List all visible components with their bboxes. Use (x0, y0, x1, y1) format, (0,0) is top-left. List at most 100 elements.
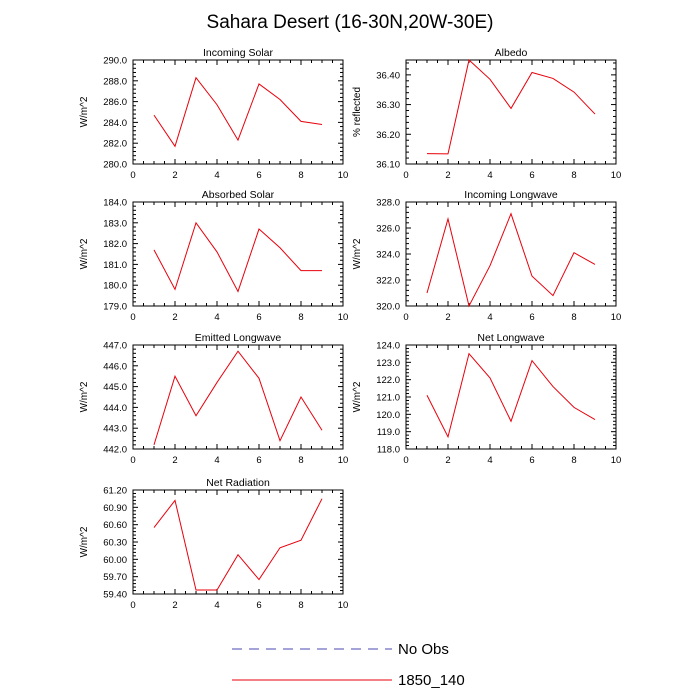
x-tick-label: 4 (214, 600, 219, 611)
y-axis-label: W/m^2 (79, 381, 90, 412)
y-tick-label: 182.0 (103, 239, 127, 250)
x-tick-label: 8 (571, 455, 576, 466)
y-tick-label: 320.0 (376, 302, 400, 313)
y-axis-label: % reflected (352, 87, 363, 137)
plot-frame (405, 344, 617, 450)
figure-title: Sahara Desert (16-30N,20W-30E) (207, 12, 494, 33)
y-tick-label: 179.0 (103, 302, 127, 313)
series-line (153, 350, 323, 445)
plot-frame (132, 59, 344, 165)
y-tick-label: 59.40 (103, 590, 127, 601)
panel-incoming-solar: Incoming Solar W/m^2 0 2 4 6 8 10 280.0 282.0 284.… (79, 47, 348, 181)
legend-label-no-obs: No Obs (398, 641, 449, 658)
x-tick-label: 6 (256, 170, 261, 181)
y-tick-label: 60.90 (103, 503, 127, 514)
series-line (426, 59, 596, 155)
x-tick-label: 10 (611, 170, 622, 181)
panel-title: Net Longwave (477, 332, 544, 344)
y-tick-label: 322.0 (376, 276, 400, 287)
x-tick-label: 8 (571, 170, 576, 181)
x-tick-label: 4 (214, 455, 219, 466)
y-tick-label: 326.0 (376, 224, 400, 235)
x-tick-label: 4 (487, 312, 492, 323)
panel-title: Absorbed Solar (202, 189, 275, 201)
x-tick-label: 8 (571, 312, 576, 323)
x-tick-label: 0 (130, 600, 135, 611)
panel-title: Albedo (495, 47, 528, 59)
x-tick-label: 2 (445, 170, 450, 181)
y-tick-label: 36.30 (376, 100, 400, 111)
y-tick-label: 59.70 (103, 572, 127, 583)
y-tick-label: 122.0 (376, 375, 400, 386)
y-axis-label: W/m^2 (79, 526, 90, 557)
panel-title: Incoming Longwave (464, 189, 558, 201)
series-line (153, 221, 322, 293)
x-tick-label: 8 (298, 312, 303, 323)
y-tick-label: 36.40 (376, 70, 400, 81)
panel-net-radiation: Net Radiation W/m^2 0 2 4 6 8 10 59.40 59.70 60.00… (79, 477, 348, 611)
y-tick-label: 284.0 (103, 118, 127, 129)
y-tick-label: 121.0 (376, 393, 400, 404)
y-axis-label: W/m^2 (79, 96, 90, 127)
plot-frame (132, 344, 344, 450)
x-tick-label: 6 (256, 312, 261, 323)
y-tick-label: 184.0 (103, 198, 127, 209)
x-tick-label: 0 (130, 170, 135, 181)
x-tick-label: 4 (487, 455, 492, 466)
y-tick-label: 442.0 (103, 445, 127, 456)
series-line (426, 352, 596, 439)
y-tick-label: 60.30 (103, 538, 127, 549)
y-tick-label: 60.00 (103, 555, 127, 566)
y-axis-label: W/m^2 (352, 238, 363, 269)
y-tick-label: 288.0 (103, 76, 127, 87)
y-tick-label: 328.0 (376, 198, 400, 209)
panel-albedo: Albedo % reflected 0 2 4 6 8 10 36.10 36.20 36.30 3… (352, 47, 621, 181)
y-tick-label: 61.20 (103, 486, 127, 497)
y-tick-label: 447.0 (103, 341, 127, 352)
panel-incoming-longwave: Incoming Longwave W/m^2 0 2 4 6 8 10 320.0 322.0 3… (352, 189, 621, 323)
panel-emitted-longwave: Emitted Longwave W/m^2 0 2 4 6 8 10 442.0 443.0 44… (79, 332, 348, 466)
legend: No Obs 1850_140 (232, 641, 465, 689)
x-tick-label: 2 (172, 312, 177, 323)
plot-frame (405, 59, 617, 165)
series-line (153, 76, 323, 148)
y-tick-label: 36.20 (376, 130, 400, 141)
y-tick-label: 180.0 (103, 281, 127, 292)
x-tick-label: 8 (298, 600, 303, 611)
x-tick-label: 10 (338, 312, 349, 323)
series-line (153, 498, 323, 591)
y-tick-label: 290.0 (103, 56, 127, 67)
x-tick-label: 0 (403, 312, 408, 323)
x-tick-label: 0 (403, 170, 408, 181)
y-tick-label: 286.0 (103, 97, 127, 108)
x-tick-label: 2 (172, 455, 177, 466)
x-tick-label: 0 (403, 455, 408, 466)
x-tick-label: 6 (256, 600, 261, 611)
y-tick-label: 445.0 (103, 382, 127, 393)
y-tick-label: 443.0 (103, 424, 127, 435)
x-tick-label: 10 (338, 170, 349, 181)
x-tick-label: 6 (529, 312, 534, 323)
x-tick-label: 2 (445, 455, 450, 466)
x-tick-label: 4 (487, 170, 492, 181)
x-tick-label: 0 (130, 455, 135, 466)
x-tick-label: 6 (529, 455, 534, 466)
x-tick-label: 6 (529, 170, 534, 181)
x-tick-label: 10 (338, 455, 349, 466)
y-tick-label: 124.0 (376, 341, 400, 352)
y-tick-label: 183.0 (103, 218, 127, 229)
y-tick-label: 118.0 (377, 445, 400, 456)
y-axis-label: W/m^2 (352, 381, 363, 412)
x-tick-label: 2 (172, 600, 177, 611)
y-tick-label: 324.0 (376, 250, 400, 261)
x-tick-label: 10 (611, 312, 622, 323)
panel-title: Net Radiation (206, 477, 270, 489)
x-tick-label: 2 (445, 312, 450, 323)
y-tick-label: 36.10 (376, 160, 400, 171)
x-tick-label: 10 (611, 455, 622, 466)
plot-frame (132, 489, 344, 595)
x-tick-label: 6 (256, 455, 261, 466)
y-tick-label: 181.0 (103, 260, 127, 271)
x-tick-label: 10 (338, 600, 349, 611)
x-tick-label: 8 (298, 455, 303, 466)
